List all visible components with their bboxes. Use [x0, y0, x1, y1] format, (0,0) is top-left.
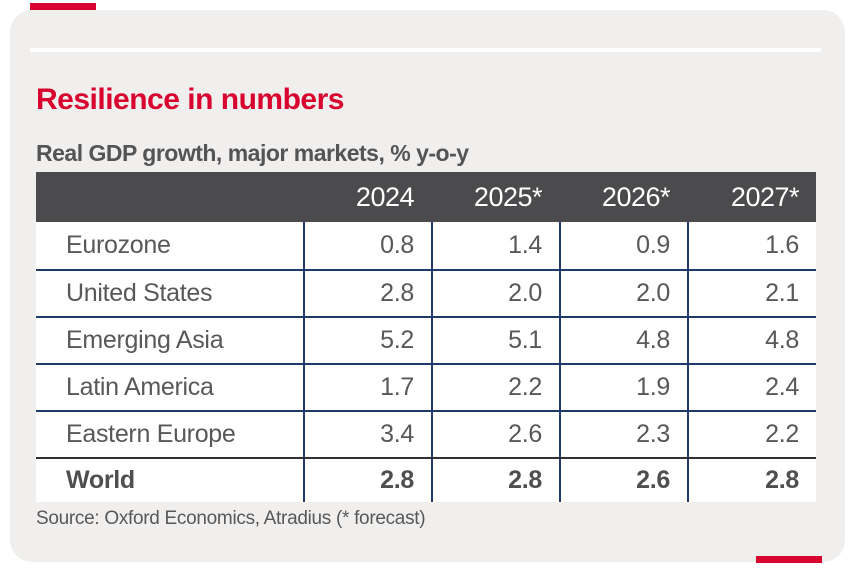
gdp-value-cell: 1.9	[559, 365, 687, 410]
divider-line	[30, 48, 821, 52]
gdp-value-cell: 1.6	[687, 222, 816, 269]
table-row-latin-america: Latin America 1.7 2.2 1.9 2.4	[36, 363, 816, 410]
table-row-emerging-asia: Emerging Asia 5.2 5.1 4.8 4.8	[36, 316, 816, 363]
gdp-value-cell: 4.8	[687, 318, 816, 363]
table-caption: Real GDP growth, major markets, % y-o-y	[36, 140, 469, 166]
gdp-value-cell: 1.7	[303, 365, 431, 410]
gdp-value-cell: 2.8	[431, 459, 559, 502]
gdp-value-cell: 2.6	[431, 412, 559, 457]
column-header-2027: 2027*	[730, 181, 800, 212]
table-row-eurozone: Eurozone 0.8 1.4 0.9 1.6	[36, 222, 816, 269]
gdp-value-cell: 2.0	[431, 271, 559, 316]
gdp-value-cell: 2.8	[303, 271, 431, 316]
gdp-value-cell: 2.6	[559, 459, 687, 502]
column-header-2025: 2025*	[473, 181, 543, 212]
column-header-blank	[36, 172, 303, 222]
red-accent-top-left	[30, 3, 96, 10]
gdp-value-cell: 2.8	[687, 459, 816, 502]
gdp-value-cell: 5.1	[431, 318, 559, 363]
source-note: Source: Oxford Economics, Atradius (* fo…	[36, 508, 426, 529]
gdp-growth-table: 2024 2025* 2026* 2027* Eurozone 0.8 1.4 …	[36, 172, 816, 502]
row-label: World	[66, 466, 135, 494]
gdp-value-cell: 2.4	[687, 365, 816, 410]
gdp-value-cell: 5.2	[303, 318, 431, 363]
gdp-value-cell: 1.4	[431, 222, 559, 269]
column-header-2026: 2026*	[601, 181, 671, 212]
gdp-value-cell: 2.1	[687, 271, 816, 316]
gdp-value-cell: 2.8	[303, 459, 431, 502]
table-header-row: 2024 2025* 2026* 2027*	[36, 172, 816, 222]
column-header-2024: 2024	[355, 181, 415, 212]
row-label: United States	[66, 279, 213, 307]
gdp-value-cell: 3.4	[303, 412, 431, 457]
row-label: Emerging Asia	[66, 326, 224, 354]
table-row-world: World 2.8 2.8 2.6 2.8	[36, 457, 816, 502]
gdp-value-cell: 2.3	[559, 412, 687, 457]
gdp-value-cell: 2.2	[431, 365, 559, 410]
red-accent-bottom-right	[756, 556, 822, 563]
gdp-value-cell: 2.2	[687, 412, 816, 457]
table-row-united-states: United States 2.8 2.0 2.0 2.1	[36, 269, 816, 316]
table-row-eastern-europe: Eastern Europe 3.4 2.6 2.3 2.2	[36, 410, 816, 457]
row-label: Eastern Europe	[66, 420, 236, 448]
gdp-value-cell: 0.9	[559, 222, 687, 269]
page-title: Resilience in numbers	[36, 83, 344, 116]
gdp-value-cell: 2.0	[559, 271, 687, 316]
row-label: Eurozone	[66, 231, 171, 259]
row-label: Latin America	[66, 373, 214, 401]
gdp-value-cell: 4.8	[559, 318, 687, 363]
gdp-value-cell: 0.8	[303, 222, 431, 269]
